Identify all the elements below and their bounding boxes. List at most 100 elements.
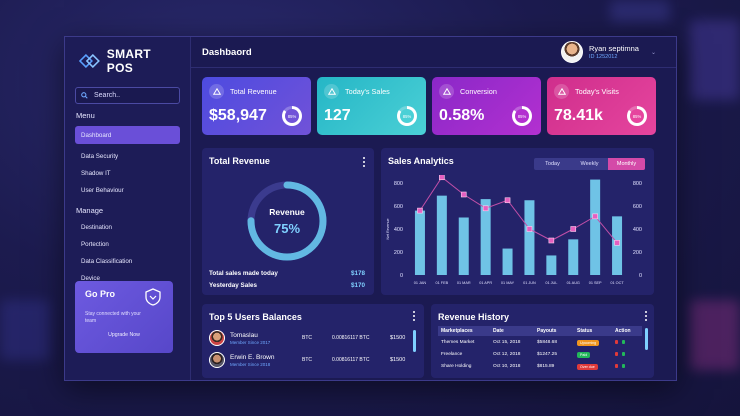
- stat-value: $58,947: [209, 107, 267, 124]
- chevron-down-icon[interactable]: ⌄: [650, 49, 656, 56]
- trend-point: [592, 213, 598, 220]
- sales-bar: [414, 210, 425, 275]
- balance-currency: BTC: [302, 357, 312, 363]
- stat-label: Today's Visits: [575, 87, 619, 96]
- sidebar-item-portection[interactable]: Portection: [81, 241, 109, 248]
- trend-point: [439, 175, 445, 181]
- sidebar: SMART POS Search.. Menu Dashboard Data S…: [65, 37, 191, 380]
- stat-progress-ring: 85%: [627, 106, 647, 126]
- period-tabs: Today Weekly Monthly: [534, 158, 645, 170]
- more-options-icon[interactable]: [645, 311, 648, 323]
- stat-card[interactable]: Total Revenue $58,947 85%: [202, 77, 311, 135]
- stat-card[interactable]: Today's Visits 78.41k 85%: [547, 77, 656, 135]
- sidebar-item-destination[interactable]: Destination: [81, 224, 112, 231]
- sidebar-item-dashboard[interactable]: Dashboard: [75, 126, 180, 144]
- edit-icon[interactable]: [622, 339, 625, 344]
- tab-weekly[interactable]: Weekly: [580, 161, 599, 167]
- status-badge: Paid: [577, 351, 591, 358]
- x-tick-label: 01 MAR: [457, 281, 471, 285]
- tab-monthly[interactable]: Monthly: [608, 158, 645, 170]
- revenue-market: Themes Market: [441, 340, 475, 345]
- more-options-icon[interactable]: [363, 157, 366, 169]
- background-blur: [690, 20, 740, 100]
- sales-analytics-panel: Sales Analytics Today Weekly Monthly 0 0 2…: [381, 148, 654, 295]
- sidebar-item-data-classification[interactable]: Data Classification: [81, 258, 133, 265]
- revenue-payout: $1247.25: [537, 352, 558, 357]
- background-blur: [610, 0, 670, 22]
- revenue-row[interactable]: Freelance Oct 12, 2018 $1247.25 Paid: [438, 349, 642, 360]
- go-pro-title: Go Pro: [85, 289, 116, 299]
- delete-icon[interactable]: [615, 339, 618, 344]
- col-payouts: Payouts: [537, 328, 557, 334]
- stat-card[interactable]: Today's Sales 127 85%: [317, 77, 426, 135]
- y-tick-label: 200: [394, 250, 403, 256]
- stat-card[interactable]: Conversion 0.58% 85%: [432, 77, 541, 135]
- search-icon: [81, 92, 88, 99]
- search-input[interactable]: Search..: [75, 87, 180, 104]
- revenue-payout: $5848.68: [537, 340, 558, 345]
- scrollbar-handle[interactable]: [413, 311, 416, 323]
- revenue-history-panel: Revenue History Marketplaces Date Payout…: [431, 304, 654, 378]
- sales-today-label: Total sales made today: [209, 270, 278, 277]
- stat-label: Today's Sales: [345, 87, 390, 96]
- sidebar-item-shadow-it[interactable]: Shadow IT: [81, 170, 111, 177]
- edit-icon[interactable]: [622, 351, 625, 356]
- delete-icon[interactable]: [615, 363, 618, 368]
- user-profile[interactable]: Ryan septimna ID 1252012 ⌄: [560, 41, 656, 63]
- sales-analytics-title: Sales Analytics: [388, 156, 454, 166]
- sales-bar: [436, 195, 447, 275]
- balance-usd: $1500: [390, 357, 406, 363]
- x-tick-label: 01 SEP: [589, 281, 602, 285]
- trend-point: [417, 207, 423, 214]
- delete-icon[interactable]: [615, 351, 618, 356]
- sidebar-item-data-security[interactable]: Data Security: [81, 153, 119, 160]
- sidebar-item-user-behaviour[interactable]: User Behaviour: [81, 187, 124, 194]
- triangle-icon: [554, 84, 569, 99]
- edit-icon[interactable]: [622, 363, 625, 368]
- col-action: Action: [615, 328, 631, 334]
- balance-row[interactable]: Erwin E. Brown Member Since 2018 BTC 0.0…: [209, 349, 407, 371]
- balance-user-name: Erwin E. Brown: [230, 353, 275, 361]
- balance-amount: 0.00816117 BTC: [332, 357, 370, 363]
- x-tick-label: 01 AUG: [567, 281, 580, 285]
- shield-icon: [145, 288, 161, 306]
- x-tick-label: 01 FEB: [436, 281, 449, 285]
- balance-currency: BTC: [302, 335, 312, 341]
- triangle-icon: [439, 84, 454, 99]
- revenue-row[interactable]: Themes Market Oct 15, 2018 $5848.68 Upco…: [438, 337, 642, 348]
- user-balances-panel: Top 5 Users Balances Tomaslau Member Sin…: [202, 304, 424, 378]
- stat-percent: 85%: [517, 113, 527, 119]
- y-tick-label: 800: [394, 181, 403, 187]
- total-revenue-title: Total Revenue: [209, 156, 270, 166]
- y-tick-label-right: 600: [633, 204, 642, 210]
- user-balances-title: Top 5 Users Balances: [209, 312, 302, 322]
- page-title: Dashbaord: [202, 46, 252, 58]
- sidebar-item-device[interactable]: Device: [81, 275, 100, 282]
- stat-percent: 85%: [632, 113, 642, 119]
- stat-progress-ring: 85%: [512, 106, 532, 126]
- revenue-market: Share Holding: [441, 364, 472, 369]
- brand-logo[interactable]: SMART POS: [79, 47, 180, 75]
- stat-value: 127: [324, 107, 351, 124]
- revenue-table-header: Marketplaces Date Payouts Status Action: [438, 326, 642, 336]
- scrollbar-thumb[interactable]: [413, 330, 416, 352]
- sales-bar: [524, 200, 535, 275]
- col-status: Status: [577, 328, 593, 334]
- revenue-date: Oct 10, 2018: [493, 364, 521, 369]
- donut-value: 75%: [273, 221, 301, 236]
- col-date: Date: [493, 328, 504, 334]
- background-blur: [0, 300, 50, 360]
- balance-row[interactable]: Tomaslau Member Since 2017 BTC 0.0081611…: [209, 327, 407, 349]
- sales-bar: [502, 248, 513, 275]
- go-pro-subtitle: Stay connected with your team: [85, 311, 141, 324]
- tab-today[interactable]: Today: [545, 161, 560, 167]
- balance-amount: 0.00816117 BTC: [332, 335, 370, 341]
- revenue-row[interactable]: Share Holding Oct 10, 2018 $815.89 Over …: [438, 361, 642, 372]
- member-since: Member Since 2018: [230, 361, 271, 367]
- upgrade-now-button[interactable]: Upgrade Now: [108, 332, 140, 338]
- stat-label: Total Revenue: [230, 87, 277, 96]
- scrollbar-thumb[interactable]: [645, 328, 648, 350]
- status-badge: Upcoming: [577, 339, 600, 346]
- donut-progress-arc: [247, 181, 327, 261]
- stat-progress-ring: 85%: [282, 106, 302, 126]
